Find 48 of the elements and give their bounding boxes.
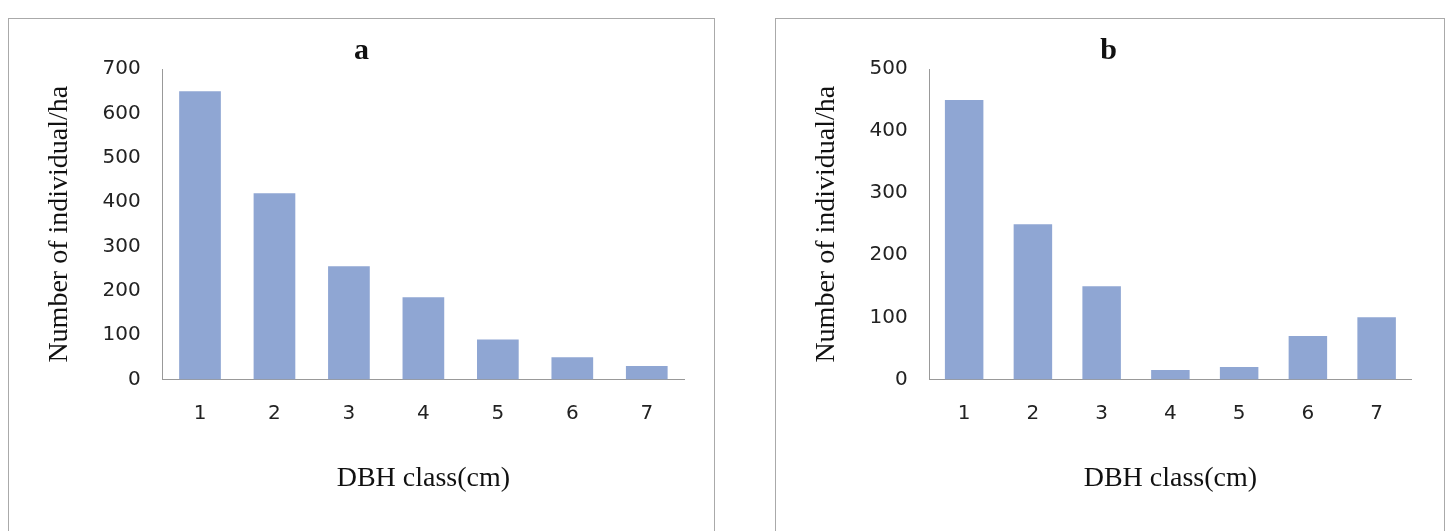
bar — [402, 297, 445, 380]
y-tick-label: 200 — [869, 241, 908, 266]
bar — [1219, 366, 1259, 380]
bar — [625, 366, 668, 380]
x-tick-label: 3 — [342, 399, 356, 424]
y-tick-label: 400 — [102, 188, 141, 213]
chart-title: b — [1100, 31, 1117, 65]
bar — [253, 193, 296, 380]
x-tick-label: 1 — [957, 399, 971, 424]
y-tick-label: 500 — [869, 55, 908, 80]
bar — [551, 357, 594, 380]
y-tick-label: 300 — [869, 179, 908, 204]
bar — [1288, 335, 1328, 380]
y-tick-label: 300 — [102, 232, 141, 257]
y-tick-label: 600 — [102, 99, 141, 124]
bar — [477, 339, 519, 380]
x-tick-label: 2 — [1026, 399, 1040, 424]
x-tick-label: 7 — [1370, 399, 1383, 424]
x-axis-title: DBH class(cm) — [336, 460, 511, 492]
bar — [1082, 286, 1121, 380]
x-tick-label: 5 — [1232, 399, 1246, 424]
y-tick-label: 100 — [869, 303, 908, 328]
y-axis-title: Number of individual/ha — [42, 85, 74, 363]
y-tick-label: 500 — [102, 143, 141, 168]
x-tick-label: 6 — [565, 399, 579, 424]
bar — [944, 100, 984, 380]
x-tick-label: 2 — [268, 399, 281, 424]
y-tick-label: 200 — [102, 276, 141, 301]
bar — [179, 91, 221, 380]
bar — [1151, 370, 1190, 380]
x-tick-label: 3 — [1095, 399, 1109, 424]
x-tick-label: 7 — [640, 399, 654, 424]
x-tick-label: 4 — [417, 399, 430, 424]
x-tick-label: 1 — [193, 399, 207, 424]
bar — [1357, 317, 1396, 380]
y-tick-label: 400 — [869, 117, 908, 142]
x-tick-label: 4 — [1164, 399, 1177, 424]
x-axis-title: DBH class(cm) — [1083, 460, 1258, 492]
y-tick-label: 0 — [895, 365, 908, 390]
y-tick-label: 100 — [102, 321, 141, 346]
chart-title: a — [354, 31, 369, 65]
bar — [328, 266, 370, 380]
bar — [1013, 224, 1053, 380]
y-axis-title: Number of individual/ha — [809, 85, 841, 363]
x-tick-label: 6 — [1301, 399, 1315, 424]
y-tick-label: 700 — [102, 55, 141, 80]
x-tick-label: 5 — [491, 399, 505, 424]
y-tick-label: 0 — [128, 365, 141, 390]
